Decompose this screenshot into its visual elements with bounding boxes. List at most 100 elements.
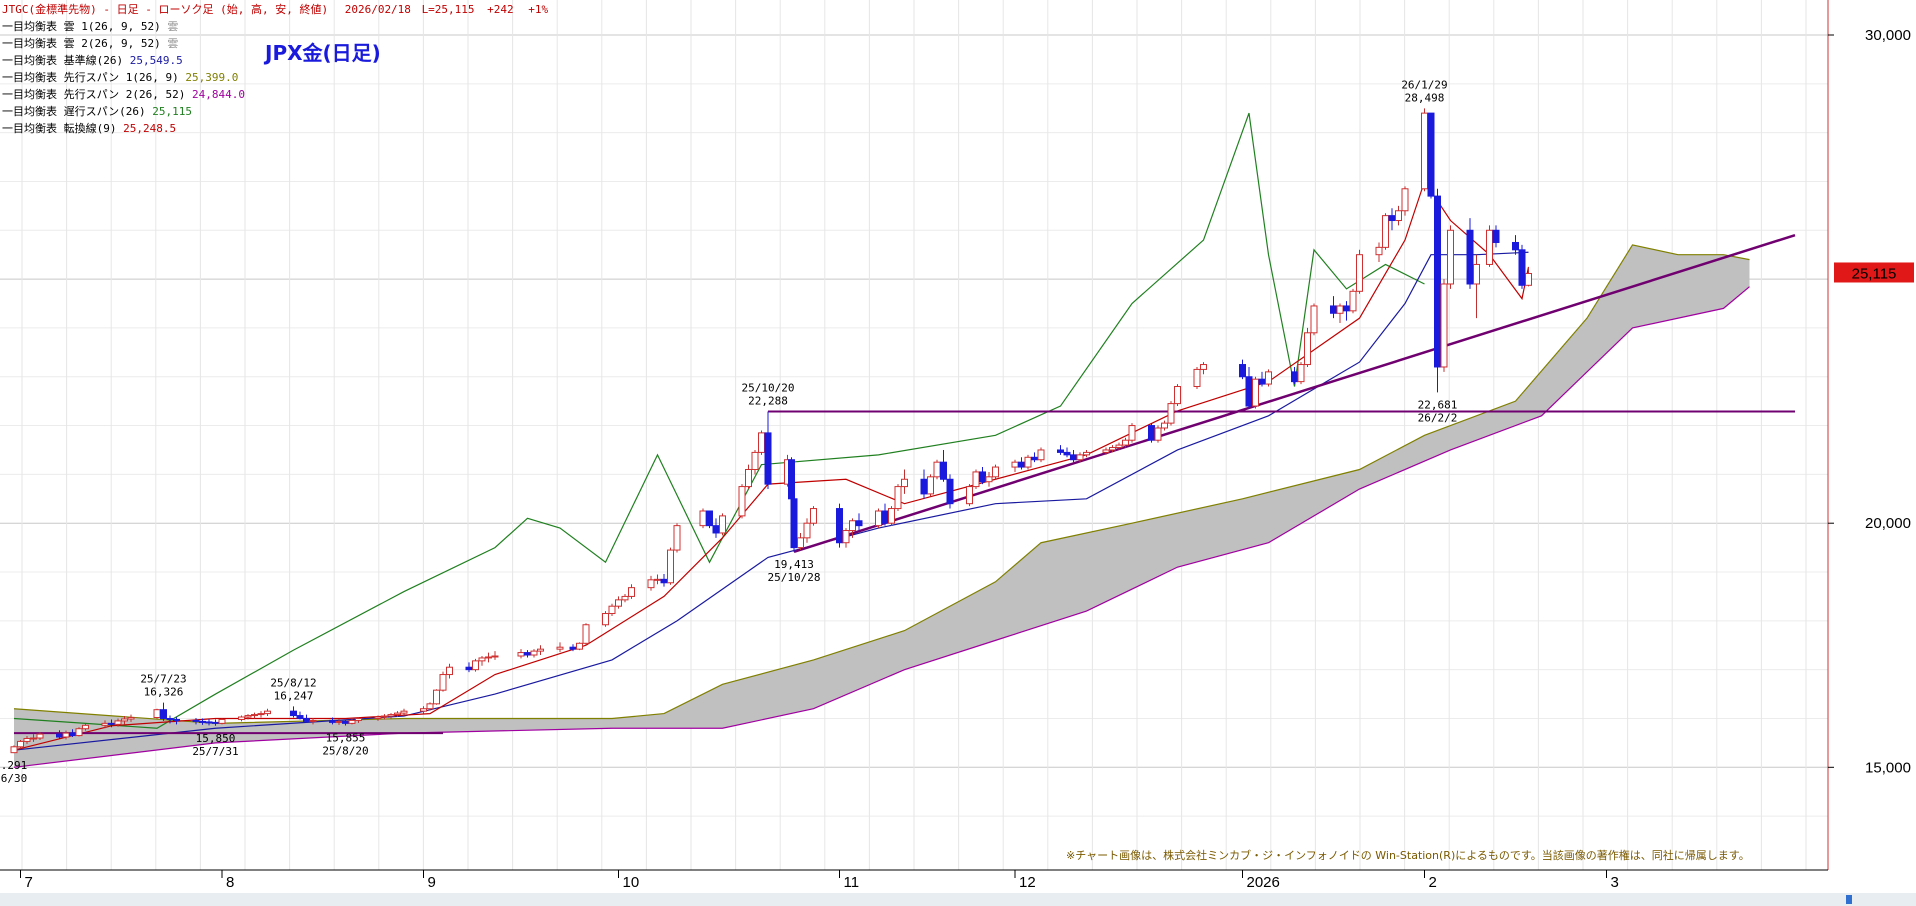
candle bbox=[1063, 447, 1071, 458]
candle-body-up bbox=[901, 478, 908, 488]
legend-item: 一目均衡表 基準線(26) 25,549.5 bbox=[2, 53, 183, 67]
legend-item: 一目均衡表 遅行スパン(26) 25,115 bbox=[2, 104, 192, 118]
candle bbox=[1174, 384, 1181, 407]
last-price-label: 25,115 bbox=[1852, 265, 1897, 282]
candle-body-up bbox=[1161, 422, 1168, 429]
candle bbox=[491, 651, 499, 660]
candle-body-down bbox=[855, 520, 863, 527]
legend-item-name: 一目均衡表 基準線(26) bbox=[2, 53, 123, 67]
header-change: +242 bbox=[487, 3, 514, 16]
candle-body-up bbox=[992, 466, 999, 478]
candle bbox=[1330, 296, 1337, 319]
candle bbox=[1076, 452, 1084, 463]
date-tick-label: 11 bbox=[844, 874, 860, 891]
candle-body-down bbox=[790, 498, 798, 549]
drawn-lines bbox=[14, 233, 1796, 735]
candle bbox=[1109, 445, 1116, 453]
date-axis: 7 8 9 10 11 12 2026 2 3 bbox=[0, 869, 1828, 891]
candle bbox=[530, 649, 538, 658]
candle-body-up bbox=[62, 732, 70, 738]
candle-body-up bbox=[1297, 364, 1305, 383]
candle bbox=[1148, 423, 1155, 443]
candle bbox=[309, 717, 317, 725]
candle bbox=[1486, 225, 1493, 267]
candle-body-up bbox=[433, 689, 440, 705]
candle bbox=[1356, 249, 1363, 294]
leading-span-1-line bbox=[13, 244, 1750, 724]
candle-body-up bbox=[251, 714, 258, 717]
candle bbox=[719, 513, 726, 536]
candle bbox=[972, 469, 980, 490]
candle bbox=[667, 547, 674, 585]
candle-body-up bbox=[556, 646, 564, 650]
header-title: JTGC(金標準先物) - 日足 - ローソク足 (始, 高, 安, 終値) bbox=[2, 2, 328, 16]
candle-body-up bbox=[985, 476, 993, 483]
candle bbox=[654, 574, 661, 585]
candle bbox=[1382, 213, 1389, 250]
candle bbox=[576, 642, 583, 651]
candle-body-up bbox=[602, 613, 609, 626]
candle-body-up bbox=[1252, 378, 1259, 407]
candle-body-up bbox=[537, 648, 544, 652]
candle bbox=[303, 714, 310, 723]
candle bbox=[985, 471, 993, 487]
candle bbox=[1473, 254, 1480, 319]
candle-body-down bbox=[1245, 376, 1253, 407]
candle bbox=[946, 474, 954, 509]
candle bbox=[647, 575, 655, 591]
candle bbox=[478, 655, 486, 666]
candle bbox=[1239, 359, 1246, 380]
candle bbox=[264, 708, 271, 717]
candle-body-down bbox=[56, 733, 63, 738]
ichimoku-cloud bbox=[13, 244, 1750, 768]
candle bbox=[1167, 401, 1175, 426]
candle-body-down bbox=[1518, 249, 1526, 286]
candle bbox=[1440, 279, 1448, 372]
candle-body-down bbox=[1330, 305, 1337, 314]
candle-body-up bbox=[1011, 461, 1019, 468]
annotation-label: 26/2/2 bbox=[1418, 411, 1458, 424]
candle bbox=[1031, 452, 1038, 463]
candle-body-up bbox=[842, 530, 850, 544]
horizontal-scroll-thumb[interactable] bbox=[1846, 895, 1852, 904]
candle-body-up bbox=[615, 599, 622, 607]
candle-body-up bbox=[738, 486, 746, 517]
legend-item-name: 一目均衡表 遅行スパン(26) bbox=[2, 104, 146, 118]
trend-line bbox=[793, 233, 1796, 554]
candle-body-up bbox=[1122, 439, 1129, 446]
legend-item: 一目均衡表 先行スパン 2(26, 52) 24,844.0 bbox=[2, 87, 245, 101]
candle-body-up bbox=[387, 714, 395, 717]
candle-body-up bbox=[1154, 427, 1162, 441]
candle-body-up bbox=[472, 660, 479, 671]
candle-body-up bbox=[127, 717, 135, 720]
candle bbox=[673, 523, 681, 553]
candle-body-up bbox=[36, 733, 44, 739]
candle bbox=[10, 745, 18, 754]
candle-body-down bbox=[329, 719, 336, 723]
candle-body-down bbox=[1343, 305, 1350, 312]
candle-body-up bbox=[257, 713, 265, 716]
date-tick-label: 12 bbox=[1019, 874, 1036, 891]
candle-body-up bbox=[1128, 425, 1136, 441]
candle bbox=[1037, 447, 1045, 463]
candle bbox=[82, 723, 89, 731]
candle bbox=[628, 584, 635, 599]
candle-body-up bbox=[933, 461, 941, 478]
candle-body-down bbox=[342, 720, 349, 724]
annotation-label: 22,681 bbox=[1418, 398, 1458, 411]
candle bbox=[1434, 188, 1441, 393]
candle bbox=[251, 712, 258, 719]
candle bbox=[803, 518, 811, 543]
candle bbox=[387, 713, 395, 719]
annotation-label: 22,288 bbox=[748, 394, 788, 407]
candle-body-up bbox=[673, 525, 681, 551]
leading-span-2-line bbox=[13, 286, 1750, 768]
legend-item: 一目均衡表 先行スパン 1(26, 9) 25,399.0 bbox=[2, 70, 238, 84]
candle-body-up bbox=[888, 508, 895, 524]
candle bbox=[1304, 327, 1311, 367]
candle bbox=[1122, 437, 1129, 448]
candle-body-up bbox=[348, 719, 356, 724]
